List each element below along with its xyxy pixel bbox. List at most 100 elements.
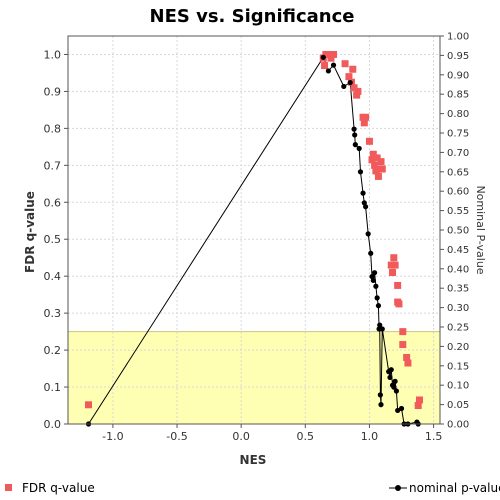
fdr-q-value-point (330, 50, 338, 58)
y2-tick-label: 0.90 (447, 70, 469, 81)
fdr-q-value-point (362, 113, 370, 121)
y-tick-label: 0.4 (44, 270, 62, 283)
nominal-p-value-point (352, 132, 358, 138)
x-tick-label: 0.5 (297, 430, 315, 443)
nominal-p-value-point (373, 283, 379, 289)
legend-fdr-label: FDR q-value (22, 481, 95, 495)
x-axis-ticks: -1.0 -0.5 0.0 0.5 1.0 1.5 (102, 424, 442, 443)
nominal-p-value-point (351, 126, 357, 132)
fdr-q-value-point (377, 158, 385, 166)
nominal-p-value-point (371, 270, 378, 276)
nominal-p-value-point (357, 169, 364, 175)
plot-area (67, 35, 441, 427)
nominal-p-value-point (379, 326, 385, 332)
fdr-q-value-point (372, 167, 380, 175)
y2-tick-label: 0.55 (447, 206, 469, 217)
nominal-p-value-point (375, 303, 382, 309)
fdr-q-value-point (349, 65, 357, 73)
y-axis-ticks: 0.0 0.1 0.2 0.3 0.4 0.5 0.6 0.7 0.8 0.9 1.0 (44, 48, 68, 431)
fdr-q-value-point (321, 62, 329, 70)
fdr-q-value-point (391, 261, 399, 269)
y2-tick-label: 0.10 (447, 381, 469, 392)
series-marks (85, 50, 423, 427)
chart-title: NES vs. Significance (150, 6, 355, 27)
nominal-p-value-point (398, 405, 405, 412)
fdr-q-value-point (324, 50, 332, 58)
fdr-q-value-point (389, 268, 397, 276)
nominal-p-value-point (341, 83, 347, 90)
fdr-q-value-point (353, 91, 361, 99)
y-tick-label: 0.9 (44, 85, 62, 98)
fdr-q-value-point (378, 165, 386, 173)
y2-tick-label: 0.35 (447, 284, 469, 295)
fdr-q-value-point (350, 84, 358, 92)
nominal-p-value-point (356, 145, 362, 152)
y2-tick-label: 0.20 (447, 342, 469, 353)
nominal-p-value-point (392, 378, 398, 384)
significance-threshold-band (68, 331, 440, 424)
nominal-p-value-point (360, 190, 366, 196)
fdr-q-value-point (373, 154, 381, 162)
nominal-p-value-point (368, 250, 374, 256)
y-tick-label: 0.8 (44, 122, 62, 135)
fdr-q-value-point (415, 396, 423, 404)
fdr-q-value-point (327, 54, 335, 62)
y2-tick-label: 0.95 (447, 51, 469, 62)
legend-nominal-marker (395, 485, 401, 491)
fdr-q-value-point (85, 401, 93, 409)
nominal-p-value-point (365, 231, 371, 237)
fdr-q-value-point (341, 60, 349, 68)
nominal-p-value-point (388, 367, 394, 373)
y2-tick-label: 0.75 (447, 129, 469, 140)
fdr-q-value-point (399, 328, 407, 336)
fdr-q-value-point (368, 156, 376, 164)
y2-tick-label: 0.45 (447, 245, 469, 256)
fdr-q-value-point (395, 300, 403, 308)
y2-axis-label: Nominal P-value (474, 185, 487, 274)
nominal-p-value-point (320, 54, 326, 60)
y-tick-label: 1.0 (44, 48, 62, 61)
y2-tick-label: 1.00 (447, 32, 469, 43)
nominal-p-value-point (393, 388, 399, 394)
fdr-q-value-point (369, 150, 377, 158)
x-tick-label: 0.0 (232, 430, 250, 443)
y2-tick-label: 0.25 (447, 323, 469, 334)
x-tick-label: 1.5 (425, 430, 443, 443)
y2-tick-label: 0.50 (447, 226, 469, 237)
y2-axis-ticks: 0.00 0.05 0.10 0.15 0.20 0.25 0.30 0.35 0.40 0.45… (440, 32, 469, 431)
y2-tick-label: 0.80 (447, 109, 469, 120)
nominal-p-value-point (377, 322, 383, 328)
y2-tick-label: 0.05 (447, 400, 469, 411)
y2-tick-label: 0.85 (447, 90, 469, 101)
y2-tick-label: 0.40 (447, 264, 469, 275)
legend-fdr-marker (5, 484, 12, 491)
fdr-q-value-point (365, 137, 373, 145)
fdr-q-value-point (354, 87, 362, 95)
y2-tick-label: 0.00 (447, 420, 469, 431)
x-axis-label: NES (240, 453, 267, 467)
legend: FDR q-value nominal p-value (5, 481, 500, 495)
fdr-q-value-point (399, 341, 407, 349)
y-tick-label: 0.5 (44, 233, 62, 246)
fdr-q-value-point (414, 402, 422, 410)
fdr-q-value-point (394, 281, 402, 289)
fdr-q-value-point (404, 359, 412, 367)
nominal-p-value-point (374, 295, 380, 301)
y-tick-label: 0.2 (44, 344, 62, 357)
y-tick-label: 0.7 (44, 159, 62, 172)
nominal-p-value-point (325, 68, 331, 74)
nominal-p-value-point (370, 277, 376, 284)
nominal-p-value-point (352, 142, 358, 148)
nominal-p-value-point (330, 62, 337, 68)
y2-tick-label: 0.70 (447, 148, 469, 159)
nominal-p-value-point (363, 204, 369, 210)
x-tick-label: 1.0 (361, 430, 379, 443)
y-axis-label: FDR q-value (23, 191, 37, 273)
fdr-q-value-point (403, 353, 411, 361)
nominal-p-value-point (347, 79, 353, 86)
nominal-p-value-point (391, 384, 397, 390)
y2-tick-label: 0.30 (447, 303, 469, 314)
nominal-p-value-point (395, 407, 401, 414)
x-tick-label: -0.5 (166, 430, 187, 443)
